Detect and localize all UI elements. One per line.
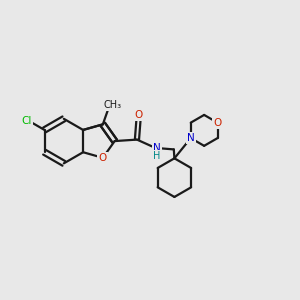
Text: O: O: [99, 153, 107, 163]
Text: O: O: [134, 110, 142, 120]
Text: H: H: [153, 151, 161, 161]
Text: O: O: [213, 118, 222, 128]
Text: N: N: [153, 143, 161, 153]
Text: Cl: Cl: [22, 116, 32, 126]
Text: CH₃: CH₃: [104, 100, 122, 110]
Text: N: N: [187, 133, 195, 143]
